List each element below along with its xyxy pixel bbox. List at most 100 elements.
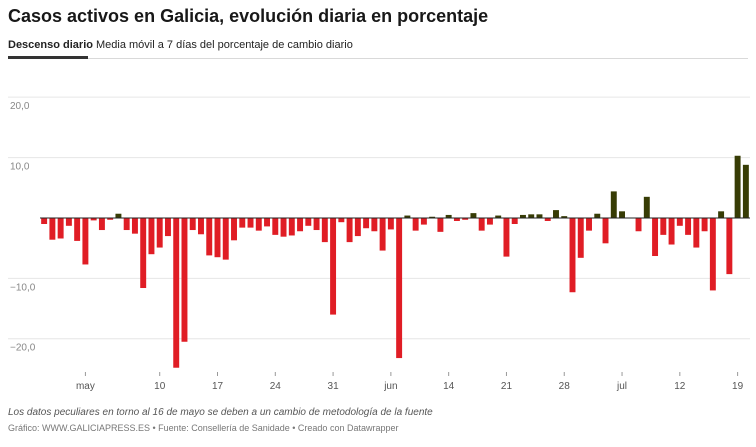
bar-negative: [569, 217, 576, 293]
bar-negative: [701, 217, 708, 232]
bar-negative: [214, 217, 221, 258]
bar-negative: [98, 217, 105, 231]
x-tick-label: 12: [674, 381, 686, 392]
bar-negative: [272, 217, 279, 235]
bar-negative: [412, 217, 419, 231]
tab-descenso-diario[interactable]: Descenso diario: [8, 36, 93, 59]
bar-negative: [338, 217, 345, 223]
x-tick-label: 24: [270, 381, 282, 392]
x-axis-ticks: may 10 17 24 31 jun 14 21 28 jul 12 19: [76, 372, 744, 392]
chart-source: Gráfico: WWW.GALICIAPRESS.ES • Fuente: C…: [8, 423, 399, 433]
bar-positive: [619, 211, 625, 218]
chart-tabs: Descenso diario Media móvil a 7 días del…: [8, 36, 748, 59]
bar-positive: [553, 210, 559, 218]
bar-negative: [420, 217, 427, 225]
bar-negative: [709, 217, 716, 291]
bar-positive: [718, 211, 725, 218]
bar-negative: [123, 217, 130, 231]
bar-negative: [668, 217, 675, 245]
bar-negative: [239, 217, 246, 228]
bar-negative: [107, 217, 114, 220]
bar-negative: [635, 217, 642, 232]
x-tick-label: 10: [154, 381, 166, 392]
bar-negative: [437, 217, 444, 232]
bar-positive: [734, 155, 741, 218]
bar-negative: [602, 217, 609, 244]
bar-negative: [363, 217, 370, 229]
bar-positive: [643, 196, 650, 218]
bar-negative: [90, 217, 97, 221]
bar-negative: [74, 217, 81, 241]
x-tick-label: 28: [559, 381, 571, 392]
bar-negative: [387, 217, 394, 230]
bar-negative: [65, 217, 72, 226]
bar-negative: [264, 217, 270, 227]
x-tick-label: 21: [501, 381, 513, 392]
bar-negative: [148, 217, 155, 255]
bar-negative: [396, 217, 403, 359]
chart-note: Los datos peculiares en torno al 16 de m…: [8, 407, 433, 418]
bar-positive: [115, 213, 122, 218]
bar-negative: [222, 217, 229, 260]
bar-negative: [453, 217, 460, 221]
bars: [41, 155, 749, 368]
bar-negative: [288, 217, 295, 236]
bar-negative: [247, 217, 254, 228]
bar-negative: [181, 217, 188, 342]
tab-media-movil[interactable]: Media móvil a 7 días del porcentaje de c…: [96, 39, 353, 51]
bar-negative: [676, 217, 683, 226]
bar-negative: [511, 217, 518, 224]
bar-negative: [41, 217, 48, 224]
bar-negative: [462, 217, 469, 220]
bar-negative: [478, 217, 485, 231]
chart-title: Casos activos en Galicia, evolución diar…: [8, 6, 489, 26]
bar-positive: [519, 214, 526, 218]
bar-negative: [173, 217, 180, 368]
bar-positive: [470, 213, 477, 218]
bar-positive: [445, 214, 452, 218]
x-tick-label: 17: [212, 381, 224, 392]
bar-negative: [586, 217, 592, 231]
bar-negative: [346, 217, 353, 243]
x-tick-label: jun: [383, 381, 397, 392]
bar-negative: [280, 217, 287, 237]
y-tick-label: 20,0: [10, 101, 30, 112]
bar-chart: 20,0 10,0 −10,0 −20,0 may 10 17 24 31 jun 14 21 28 j…: [8, 96, 750, 392]
x-tick-label: jul: [616, 381, 627, 392]
bar-negative: [164, 217, 171, 237]
bar-negative: [131, 217, 138, 234]
bar-negative: [693, 217, 700, 248]
bar-negative: [379, 217, 386, 251]
bar-negative: [57, 217, 64, 239]
bar-negative: [198, 217, 204, 235]
bar-negative: [156, 217, 163, 248]
bar-negative: [82, 217, 89, 265]
bar-negative: [371, 217, 378, 232]
bar-negative: [297, 217, 304, 232]
bar-positive: [610, 191, 617, 218]
bar-negative: [321, 217, 328, 243]
y-gridlines: [8, 96, 750, 340]
bar-positive: [404, 215, 411, 218]
bar-positive: [742, 164, 749, 218]
x-tick-label: 19: [732, 381, 744, 392]
bar-negative: [577, 217, 584, 258]
bar-negative: [685, 217, 692, 235]
bar-negative: [313, 217, 320, 231]
y-tick-label: −10,0: [10, 282, 36, 293]
y-tick-label: −20,0: [10, 343, 36, 354]
bar-negative: [544, 217, 551, 221]
bar-negative: [330, 217, 337, 315]
x-tick-label: may: [76, 381, 95, 392]
bar-negative: [354, 217, 361, 237]
x-tick-label: 31: [328, 381, 340, 392]
bar-negative: [206, 217, 213, 256]
bar-positive: [536, 214, 543, 218]
bar-negative: [726, 217, 733, 275]
bar-positive: [594, 213, 601, 218]
bar-negative: [652, 217, 659, 257]
bar-negative: [305, 217, 312, 226]
bar-negative: [503, 217, 510, 257]
bar-positive: [561, 216, 568, 218]
bar-negative: [660, 217, 667, 235]
